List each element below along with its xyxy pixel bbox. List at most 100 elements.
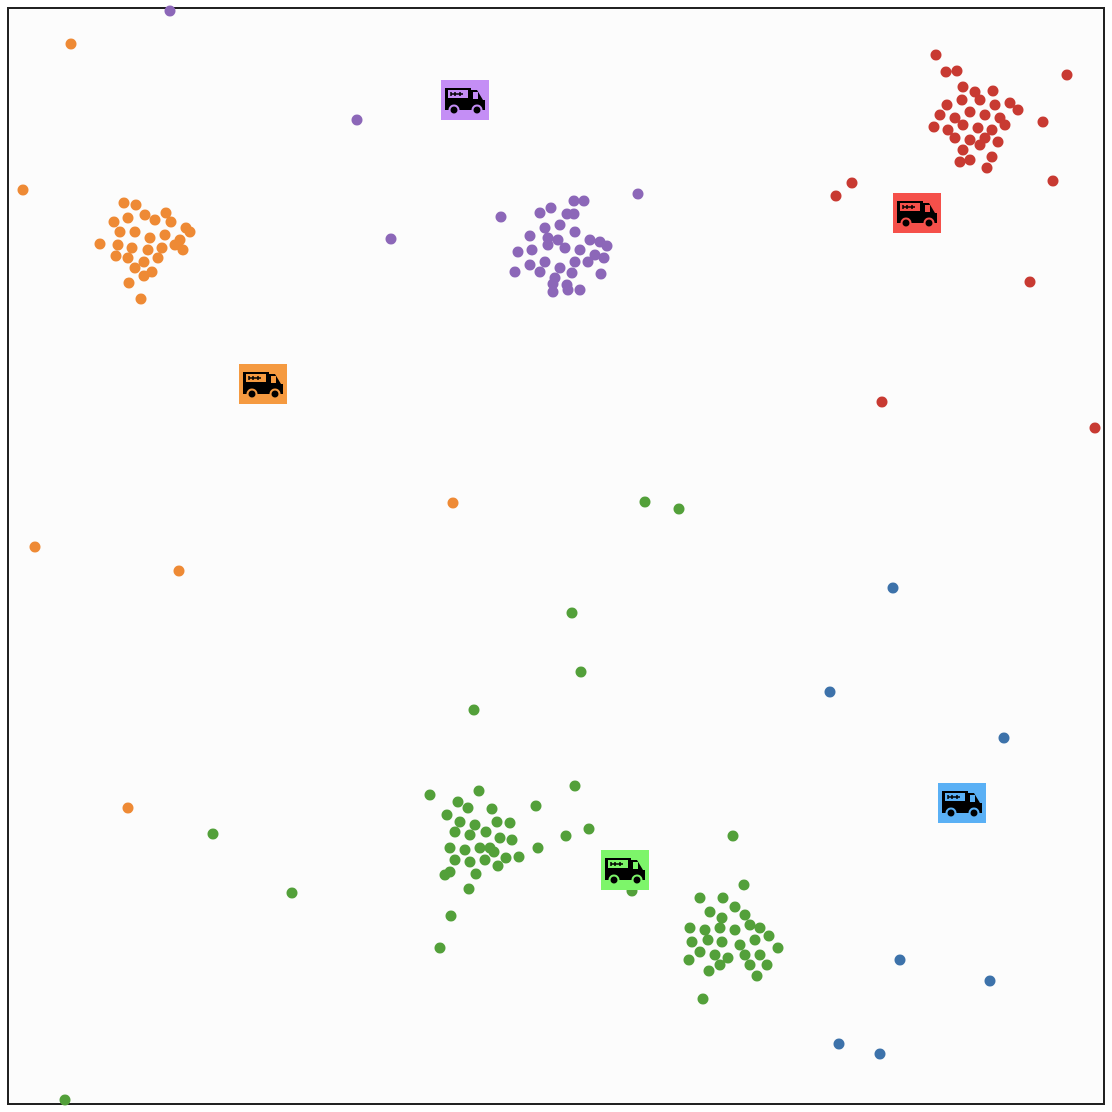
truck-sign-icon	[248, 376, 261, 380]
point	[526, 244, 538, 256]
point	[464, 856, 476, 868]
point	[683, 954, 695, 966]
point	[459, 844, 471, 856]
point	[559, 242, 571, 254]
point	[524, 259, 536, 271]
point	[981, 162, 993, 174]
food-truck	[938, 783, 986, 823]
point	[949, 132, 961, 144]
point	[463, 883, 475, 895]
point	[739, 909, 751, 921]
point	[575, 666, 587, 678]
point	[1004, 97, 1016, 109]
point	[568, 208, 580, 220]
point	[974, 94, 986, 106]
point	[569, 780, 581, 792]
point	[584, 234, 596, 246]
point	[159, 229, 171, 241]
point	[434, 942, 446, 954]
point	[598, 252, 610, 264]
point	[999, 119, 1011, 131]
point	[1037, 116, 1049, 128]
point	[739, 949, 751, 961]
point	[449, 826, 461, 838]
point	[686, 936, 698, 948]
point	[751, 970, 763, 982]
point	[118, 197, 130, 209]
point	[928, 121, 940, 133]
point	[1024, 276, 1036, 288]
point	[29, 541, 41, 553]
point	[530, 800, 542, 812]
point	[1061, 69, 1073, 81]
point	[972, 122, 984, 134]
point	[574, 244, 586, 256]
point	[506, 834, 518, 846]
point	[697, 993, 709, 1005]
point	[539, 222, 551, 234]
point	[744, 959, 756, 971]
point	[509, 266, 521, 278]
point	[987, 85, 999, 97]
point	[957, 119, 969, 131]
truck-window	[473, 92, 478, 99]
point	[595, 268, 607, 280]
point	[722, 952, 734, 964]
point	[486, 803, 498, 815]
point	[484, 842, 496, 854]
point	[694, 892, 706, 904]
point	[207, 828, 219, 840]
truck-wheel	[246, 388, 258, 400]
point	[673, 503, 685, 515]
point	[744, 919, 756, 931]
truck-wheel	[923, 217, 935, 229]
point	[122, 212, 134, 224]
point	[547, 286, 559, 298]
point	[738, 879, 750, 891]
point	[754, 949, 766, 961]
point	[479, 854, 491, 866]
point	[135, 293, 147, 305]
point	[566, 267, 578, 279]
point	[17, 184, 29, 196]
point	[578, 195, 590, 207]
food-truck	[441, 80, 489, 120]
point	[729, 901, 741, 913]
truck-wheel	[900, 217, 912, 229]
point	[184, 226, 196, 238]
point	[500, 852, 512, 864]
point	[954, 156, 966, 168]
point	[351, 114, 363, 126]
point	[492, 860, 504, 872]
point	[986, 151, 998, 163]
point	[761, 959, 773, 971]
point	[468, 704, 480, 716]
truck-wheel	[945, 807, 957, 819]
point	[534, 266, 546, 278]
point	[632, 188, 644, 200]
point	[130, 199, 142, 211]
point	[108, 216, 120, 228]
point	[149, 214, 161, 226]
point	[833, 1038, 845, 1050]
point	[639, 496, 651, 508]
point	[177, 244, 189, 256]
point	[554, 262, 566, 274]
point	[480, 826, 492, 838]
point	[763, 930, 775, 942]
point	[552, 234, 564, 246]
point	[142, 244, 154, 256]
point	[887, 582, 899, 594]
point	[876, 396, 888, 408]
point	[165, 216, 177, 228]
truck-wheel	[608, 874, 620, 886]
point	[562, 284, 574, 296]
point	[714, 922, 726, 934]
point	[129, 262, 141, 274]
point	[979, 109, 991, 121]
truck-sign-icon	[610, 862, 623, 866]
point	[122, 252, 134, 264]
point	[512, 246, 524, 258]
plot-frame	[7, 7, 1105, 1105]
point	[473, 785, 485, 797]
